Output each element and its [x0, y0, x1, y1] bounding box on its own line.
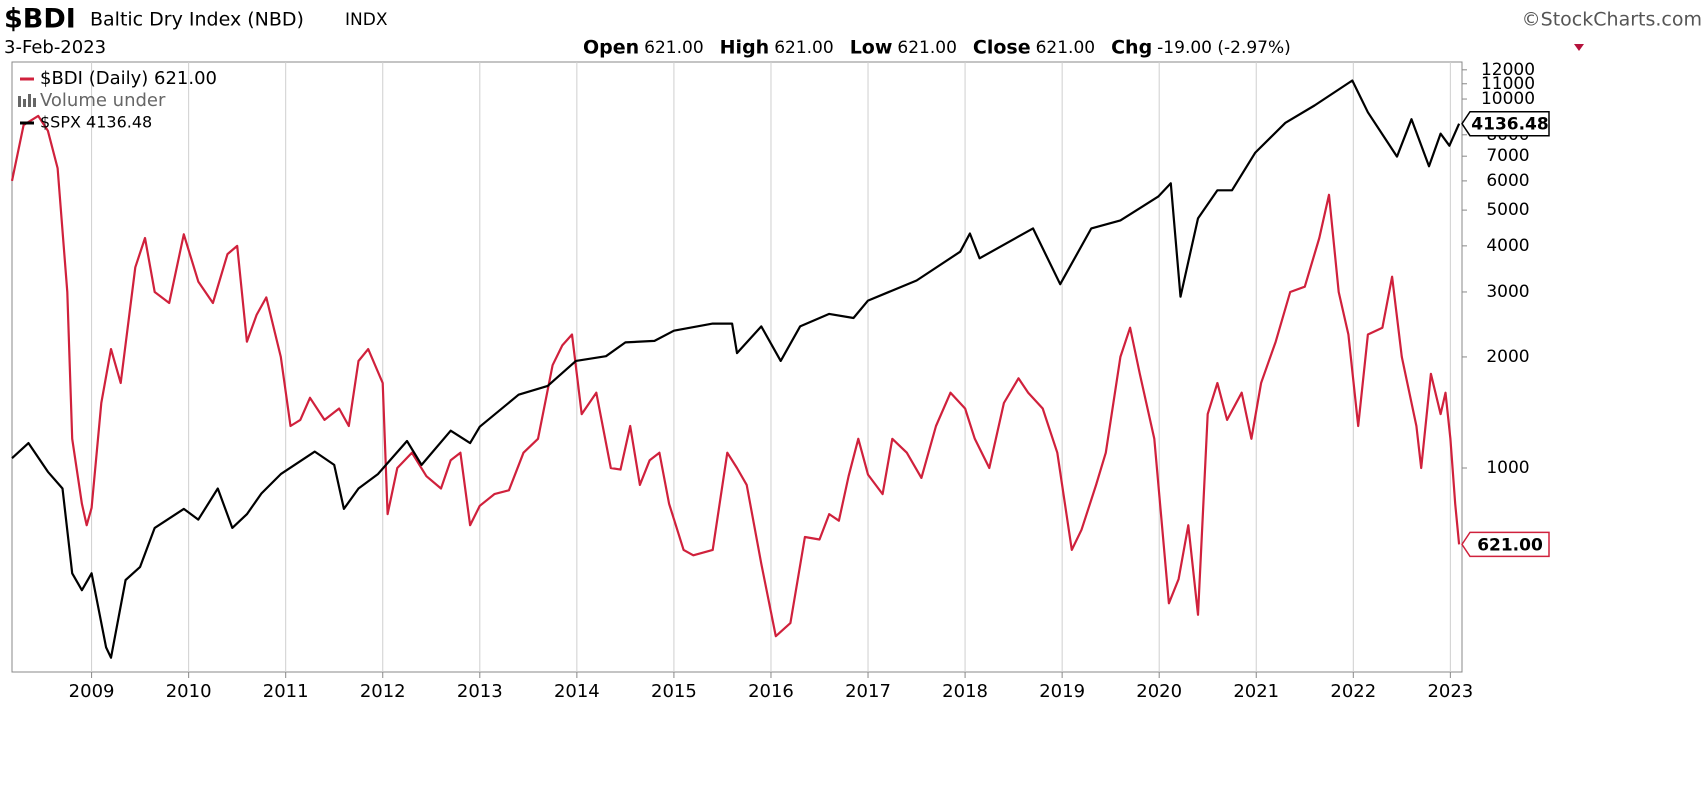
last-value-badge: 4136.48: [1461, 110, 1550, 137]
x-tick-label: 2011: [263, 681, 309, 702]
y-tick-label: 10000: [1481, 89, 1535, 109]
quote-value: 621.00: [644, 38, 703, 58]
series-line: [10, 114, 1461, 638]
quote: Open 621.00 High 621.00 Low 621.00 Close 621.00…: [583, 37, 1291, 59]
x-tick-label: 2012: [360, 681, 406, 702]
x-tick-label: 2009: [69, 681, 115, 702]
x-tick-label: 2021: [1233, 681, 1279, 702]
legend-label: $SPX 4136.48: [40, 113, 152, 132]
x-tick-label: 2022: [1330, 681, 1376, 702]
y-tick-label: 2000: [1486, 347, 1529, 367]
quote-value: 621.00: [1036, 38, 1095, 58]
chart-title: Baltic Dry Index (NBD): [90, 9, 304, 31]
last-value-badge: 621.00: [1461, 531, 1550, 558]
date: 3-Feb-2023: [4, 37, 106, 58]
legend-label: $BDI (Daily) 621.00: [40, 68, 217, 89]
y-tick-label: 4000: [1486, 236, 1529, 256]
y-tick-label: 7000: [1486, 146, 1529, 166]
badge-box: [1461, 110, 1550, 137]
quote-label: Close: [973, 37, 1031, 59]
badge-box: [1461, 531, 1550, 558]
symbol: $BDI: [4, 4, 76, 35]
x-tick-label: 2017: [845, 681, 891, 702]
y-tick-label: 12000: [1481, 60, 1535, 80]
x-tick-label: 2010: [166, 681, 212, 702]
down-arrow: [1574, 44, 1584, 51]
x-tick-label: 2023: [1427, 681, 1473, 702]
badge-label: 4136.48: [1471, 115, 1548, 135]
y-tick-label: 6000: [1486, 171, 1529, 191]
quote-value: 621.00: [774, 38, 833, 58]
x-tick-label: 2015: [651, 681, 697, 702]
x-tick-label: 2018: [942, 681, 988, 702]
series-line: [11, 79, 1461, 659]
legend: $BDI (Daily) 621.00 Volume under $SPX 41…: [18, 68, 217, 132]
y-tick-label: 1000: [1486, 458, 1529, 478]
quote-value: 621.00: [897, 38, 956, 58]
source: ©StockCharts.com: [1522, 9, 1702, 31]
plot-frame: [11, 61, 1463, 673]
quote-value: -19.00 (-2.97%): [1157, 38, 1291, 58]
x-tick-label: 2013: [457, 681, 503, 702]
y-tick-label: 5000: [1486, 200, 1529, 220]
badge-label: 621.00: [1477, 535, 1543, 555]
y-tick-label: 11000: [1481, 74, 1535, 94]
x-tick-label: 2014: [554, 681, 600, 702]
quote-label: Chg: [1111, 37, 1152, 59]
x-tick-label: 2020: [1136, 681, 1182, 702]
legend-label: Volume under: [40, 90, 166, 111]
exchange: INDX: [345, 10, 388, 30]
quote-label: Low: [850, 37, 893, 59]
x-tick-label: 2019: [1039, 681, 1085, 702]
x-tick-label: 2016: [748, 681, 794, 702]
y-tick-label: 3000: [1486, 282, 1529, 302]
quote-label: High: [720, 37, 770, 59]
quote-label: Open: [583, 37, 639, 59]
volume-icon: [18, 94, 36, 107]
